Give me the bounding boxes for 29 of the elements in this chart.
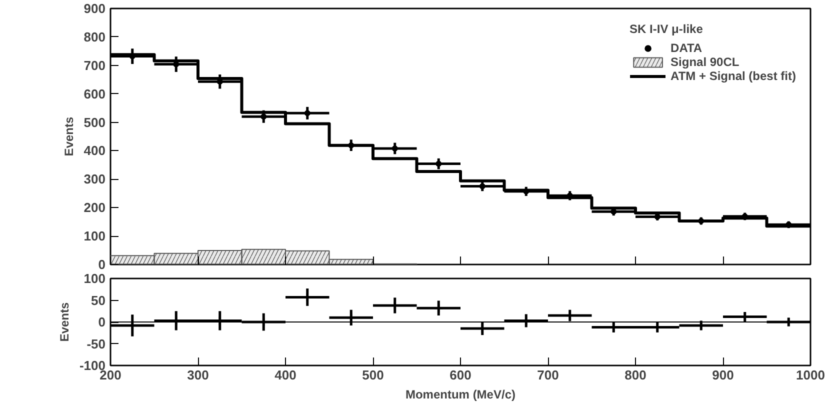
y-tick-label: 300	[84, 172, 106, 187]
y-tick-label: 50	[91, 292, 106, 308]
x-tick-label: 700	[537, 368, 559, 382]
y-tick-label: 100	[84, 271, 106, 286]
y-tick-label: 100	[84, 228, 106, 244]
y-axis-title: Events	[62, 116, 76, 156]
y-tick-label: 900	[84, 1, 106, 16]
legend-title: SK I-IV μ-like	[630, 22, 704, 36]
y-tick-label: 200	[84, 200, 106, 216]
x-tick-label: 400	[274, 368, 296, 382]
x-tick-label: 600	[450, 368, 472, 382]
x-tick-label: 500	[362, 368, 384, 382]
x-tick-label: 900	[712, 368, 734, 382]
y-tick-label: 0	[98, 257, 106, 272]
x-axis-title: Momentum (MeV/c)	[406, 388, 516, 402]
legend-label: ATM + Signal (best fit)	[670, 69, 796, 83]
x-tick-label: 800	[624, 368, 646, 382]
legend-label: DATA	[670, 41, 702, 55]
y-tick-label: 700	[84, 58, 106, 73]
x-tick-label: 300	[187, 368, 209, 382]
y-tick-label: 500	[84, 114, 106, 130]
y-tick-label: 0	[98, 314, 106, 330]
legend-label: Signal 90CL	[670, 55, 740, 69]
x-tick-label: 1000	[796, 368, 825, 382]
y-axis-title: Events	[57, 302, 72, 342]
y-tick-label: 400	[84, 143, 106, 158]
y-tick-label: 600	[84, 86, 106, 102]
y-tick-label: 800	[84, 29, 106, 44]
y-tick-label: -50	[86, 336, 106, 352]
